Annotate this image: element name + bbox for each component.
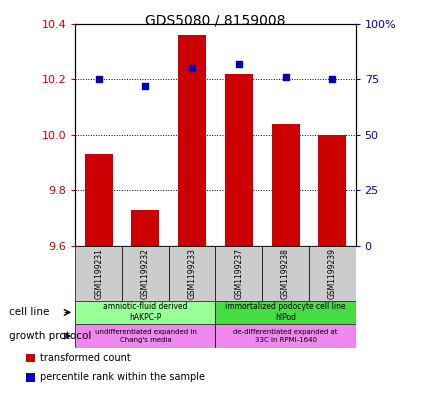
Bar — [131, 209, 159, 246]
Point — [235, 61, 242, 67]
Text: GSM1199237: GSM1199237 — [234, 248, 243, 299]
Text: transformed count: transformed count — [40, 353, 131, 363]
Text: GSM1199233: GSM1199233 — [187, 248, 196, 299]
Bar — [75, 301, 215, 324]
Bar — [75, 246, 122, 301]
Text: GDS5080 / 8159008: GDS5080 / 8159008 — [145, 14, 285, 28]
Bar — [169, 246, 215, 301]
Point — [188, 65, 195, 71]
Text: immortalized podocyte cell line
hIPod: immortalized podocyte cell line hIPod — [225, 302, 345, 323]
Point — [328, 76, 335, 82]
Bar — [75, 324, 215, 348]
Text: percentile rank within the sample: percentile rank within the sample — [40, 372, 205, 382]
Point — [281, 74, 288, 80]
Text: GSM1199238: GSM1199238 — [280, 248, 289, 299]
Text: growth protocol: growth protocol — [9, 331, 91, 341]
Bar — [122, 246, 169, 301]
Text: GSM1199232: GSM1199232 — [141, 248, 150, 299]
Bar — [224, 73, 252, 246]
Point — [142, 83, 149, 89]
Bar — [271, 123, 299, 246]
Bar — [215, 324, 355, 348]
Text: GSM1199231: GSM1199231 — [94, 248, 103, 299]
Bar — [26, 373, 35, 382]
Bar — [26, 354, 35, 362]
Bar — [215, 246, 261, 301]
Bar — [85, 154, 113, 246]
Text: GSM1199239: GSM1199239 — [327, 248, 336, 299]
Text: amniotic-fluid derived
hAKPC-P: amniotic-fluid derived hAKPC-P — [103, 302, 187, 323]
Point — [95, 76, 102, 82]
Bar — [178, 35, 206, 246]
Bar — [261, 246, 308, 301]
Text: cell line: cell line — [9, 307, 49, 318]
Text: undifferentiated expanded in
Chang's media: undifferentiated expanded in Chang's med… — [94, 329, 196, 343]
Bar — [317, 134, 345, 246]
Text: de-differentiated expanded at
33C in RPMI-1640: de-differentiated expanded at 33C in RPM… — [233, 329, 337, 343]
Bar — [215, 301, 355, 324]
Bar — [308, 246, 355, 301]
